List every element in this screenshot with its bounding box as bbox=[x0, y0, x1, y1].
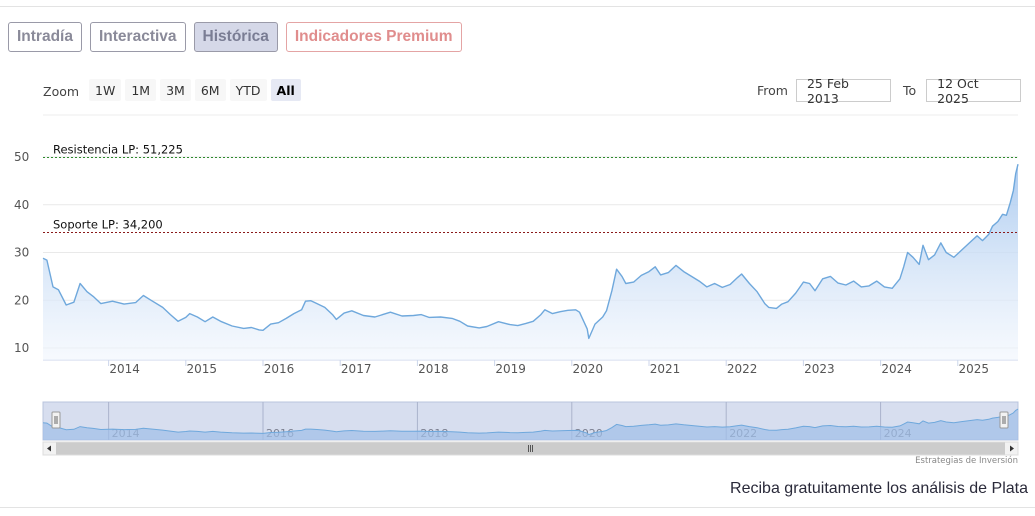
view-tabs: Intradía Interactiva Histórica Indicador… bbox=[8, 22, 462, 52]
x-tick-label: 2014 bbox=[109, 362, 140, 376]
x-tick-label: 2022 bbox=[727, 362, 758, 376]
x-tick-label: 2017 bbox=[341, 362, 372, 376]
y-axis: 10 20 30 40 50 bbox=[14, 150, 29, 355]
tab-historica[interactable]: Histórica bbox=[193, 22, 278, 52]
chart-credits[interactable]: Estrategias de Inversión bbox=[915, 456, 1018, 466]
x-tick-label: 2021 bbox=[650, 362, 681, 376]
from-label: From bbox=[757, 83, 788, 98]
cta-text[interactable]: Reciba gratuitamente los análisis de Pla… bbox=[730, 480, 1028, 497]
tab-intradia[interactable]: Intradía bbox=[8, 22, 82, 52]
scrollbar[interactable] bbox=[42, 441, 1019, 456]
zoom-ytd-button[interactable]: YTD bbox=[229, 79, 267, 101]
to-date-input[interactable]: 12 Oct 2025 bbox=[926, 76, 1022, 106]
scroll-left-arrow[interactable] bbox=[47, 445, 51, 452]
zoom-3m-button[interactable]: 3M bbox=[160, 79, 191, 101]
y-tick-label: 10 bbox=[14, 341, 29, 355]
zoom-selector: Zoom 1W 1M 3M 6M YTD All bbox=[43, 79, 301, 101]
navigator-line bbox=[42, 408, 1019, 436]
y-tick-label: 50 bbox=[14, 150, 29, 164]
x-tick-label: 2015 bbox=[187, 362, 218, 376]
navigator-area bbox=[43, 409, 1018, 440]
bottom-divider bbox=[0, 507, 1035, 508]
zoom-all-button[interactable]: All bbox=[270, 79, 301, 101]
navigator-left-handle[interactable] bbox=[51, 411, 61, 429]
x-axis: 2014 2015 2016 2017 2018 2019 2020 2021 2022 2023… bbox=[43, 359, 1018, 376]
x-tick-label: 2025 bbox=[959, 362, 990, 376]
navigator-right-handle[interactable] bbox=[999, 411, 1009, 429]
x-tick-label: 2020 bbox=[573, 362, 604, 376]
x-tick-label: 2023 bbox=[804, 362, 835, 376]
to-label: To bbox=[902, 83, 917, 98]
support-label: Soporte LP: 34,200 bbox=[53, 217, 163, 231]
zoom-label: Zoom bbox=[43, 83, 80, 99]
navigator[interactable]: 201420162018202020222024 bbox=[42, 401, 1019, 441]
price-series bbox=[42, 164, 1019, 360]
zoom-6m-button[interactable]: 6M bbox=[194, 79, 226, 101]
level-annotations: Resistencia LP: 51,225 Soporte LP: 34,200 bbox=[43, 143, 1018, 233]
from-date-input[interactable]: 25 Feb 2013 bbox=[795, 76, 891, 106]
zoom-1w-button[interactable]: 1W bbox=[89, 79, 122, 101]
series-line bbox=[42, 164, 1019, 340]
y-tick-label: 30 bbox=[14, 246, 29, 260]
tab-indicadores-premium[interactable]: Indicadores Premium bbox=[285, 22, 462, 52]
y-tick-label: 20 bbox=[14, 293, 29, 307]
series-area bbox=[43, 164, 1018, 360]
scroll-right-arrow[interactable] bbox=[1010, 445, 1014, 452]
date-range: From 25 Feb 2013 To 12 Oct 2025 bbox=[757, 76, 1022, 106]
zoom-1m-button[interactable]: 1M bbox=[125, 79, 157, 101]
x-tick-label: 2016 bbox=[264, 362, 295, 376]
x-tick-label: 2018 bbox=[418, 362, 449, 376]
tab-interactiva[interactable]: Interactiva bbox=[89, 22, 186, 52]
y-tick-label: 40 bbox=[14, 198, 29, 212]
resistance-label: Resistencia LP: 51,225 bbox=[53, 143, 183, 157]
x-tick-label: 2019 bbox=[495, 362, 526, 376]
x-tick-label: 2024 bbox=[881, 362, 912, 376]
top-divider bbox=[0, 6, 1035, 7]
